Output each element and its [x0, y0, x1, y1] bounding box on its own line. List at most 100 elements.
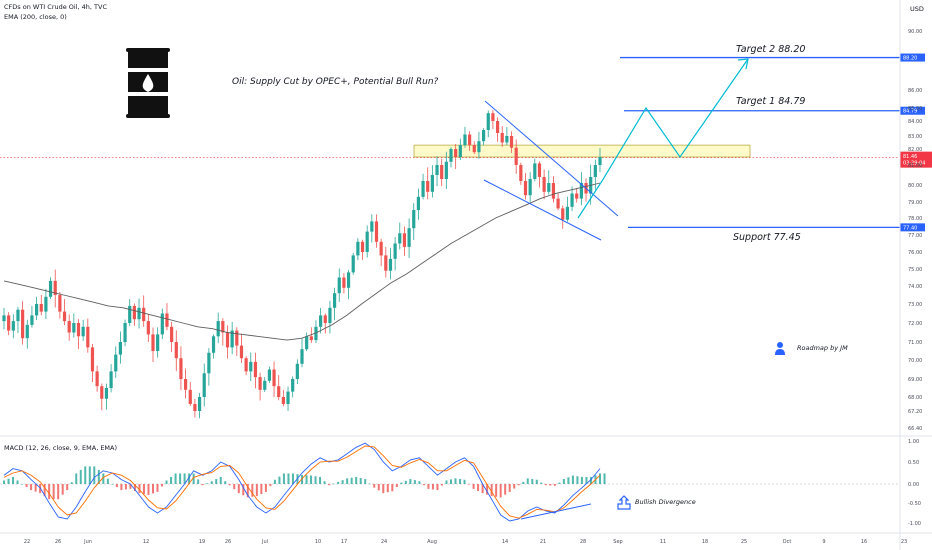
roadmap-arrowhead — [737, 58, 749, 70]
price-tick-label: 82.00 — [908, 147, 922, 153]
candle-body — [30, 315, 34, 325]
candle-body — [319, 315, 323, 327]
macd-histogram-bar — [332, 483, 335, 485]
macd-histogram-bar — [282, 473, 285, 484]
macd-histogram-bar — [359, 478, 362, 484]
macd-histogram-bar — [382, 484, 385, 494]
channel-upper-line[interactable] — [484, 100, 619, 217]
level-tag-text: 88.20 — [903, 56, 917, 62]
candle-body — [44, 296, 48, 312]
candle-body — [142, 307, 146, 322]
macd-histogram-bar — [161, 484, 164, 487]
candle-body — [533, 163, 537, 179]
macd-histogram-bar — [364, 479, 367, 484]
macd-histogram-bar — [463, 479, 466, 484]
macd-histogram-bar — [174, 473, 177, 484]
candle-body — [16, 309, 20, 322]
candle-body — [314, 326, 318, 341]
time-tick-label: 21 — [540, 539, 546, 545]
candle-body — [486, 113, 490, 130]
macd-histogram-bar — [522, 481, 525, 484]
candle-body — [393, 243, 397, 259]
candle-body — [137, 307, 141, 320]
price-tick-label: 84.00 — [908, 119, 922, 125]
price-tick-label: 81.00 — [908, 163, 922, 169]
candle-body — [523, 181, 528, 196]
candle-body — [430, 175, 434, 192]
price-tick-label: 83.00 — [908, 134, 922, 140]
price-tick-label: 73.00 — [908, 302, 922, 308]
candle-body — [309, 336, 313, 341]
ema-legend: EMA (200, close, 0) — [4, 13, 67, 21]
candle-body — [328, 307, 332, 323]
time-tick-label: Aug — [427, 539, 437, 545]
macd-histogram-bar — [459, 479, 462, 484]
macd-histogram-bar — [346, 478, 349, 484]
candle-body — [323, 315, 327, 323]
macd-histogram-bar — [328, 484, 331, 486]
candle-body — [556, 198, 560, 209]
candle-body — [509, 136, 514, 148]
macd-histogram-bar — [197, 479, 200, 484]
macd-histogram-bar — [531, 479, 534, 484]
candle-body — [598, 157, 602, 165]
macd-histogram-bar — [513, 484, 516, 489]
price-tick-label: 70.00 — [908, 358, 922, 364]
channel-lower-line[interactable] — [483, 179, 602, 241]
candle-body — [449, 149, 453, 162]
macd-histogram-bar — [436, 484, 439, 491]
candle-body — [67, 321, 71, 333]
candle-body — [398, 233, 402, 244]
candle-body — [21, 309, 25, 339]
macd-histogram-bar — [319, 476, 322, 484]
candle-body — [39, 304, 43, 312]
price-tick-label: 75.00 — [908, 267, 922, 273]
macd-histogram-bar — [16, 480, 19, 484]
macd-histogram-bar — [12, 476, 15, 484]
macd-line[interactable] — [3, 442, 601, 522]
level-tag — [900, 106, 925, 115]
macd-histogram-bar — [481, 484, 484, 494]
macd-histogram-bar — [422, 484, 425, 486]
macd-histogram-bar — [495, 484, 498, 497]
ema-line[interactable] — [3, 182, 601, 341]
macd-histogram-bar — [404, 480, 407, 484]
candle-body — [426, 181, 430, 192]
roadmap-path-layer — [577, 58, 749, 219]
candle-body — [547, 183, 551, 192]
candle-body — [118, 342, 123, 355]
candle-body — [62, 311, 67, 322]
level-tag-text: 84.79 — [903, 109, 917, 115]
macd-histogram-bar — [373, 484, 376, 488]
signal-line[interactable] — [3, 445, 601, 519]
resistance-zone[interactable] — [413, 144, 751, 158]
macd-histogram-bar — [30, 484, 33, 491]
macd-histogram-bar — [255, 484, 258, 497]
candle-body — [156, 334, 160, 351]
macd-histogram-bar — [314, 476, 317, 484]
macd-tick-label: -0.50 — [908, 501, 921, 507]
macd-histogram-bar — [7, 478, 10, 484]
candle-body — [468, 134, 472, 146]
macd-histogram-bar — [201, 484, 204, 486]
candle-body — [239, 345, 244, 359]
candle-body — [379, 241, 383, 256]
macd-histogram-bar — [97, 469, 100, 484]
last-price-tag — [900, 151, 932, 168]
macd-histogram-bar — [170, 476, 173, 484]
macd-histogram-bar — [603, 473, 606, 484]
macd-histogram-bar — [355, 476, 358, 484]
candle-body — [458, 145, 462, 157]
divergence-line[interactable] — [520, 503, 592, 520]
candle-body — [230, 330, 234, 348]
roadmap-path[interactable] — [577, 58, 749, 219]
candle-body — [565, 206, 570, 220]
candle-body — [570, 193, 574, 207]
candle-body — [384, 255, 388, 271]
candle-body — [95, 371, 99, 387]
candle-body — [128, 305, 132, 323]
candle-body — [305, 336, 309, 350]
macd-histogram-bar — [445, 480, 448, 484]
currency-label[interactable]: USD — [910, 5, 924, 13]
